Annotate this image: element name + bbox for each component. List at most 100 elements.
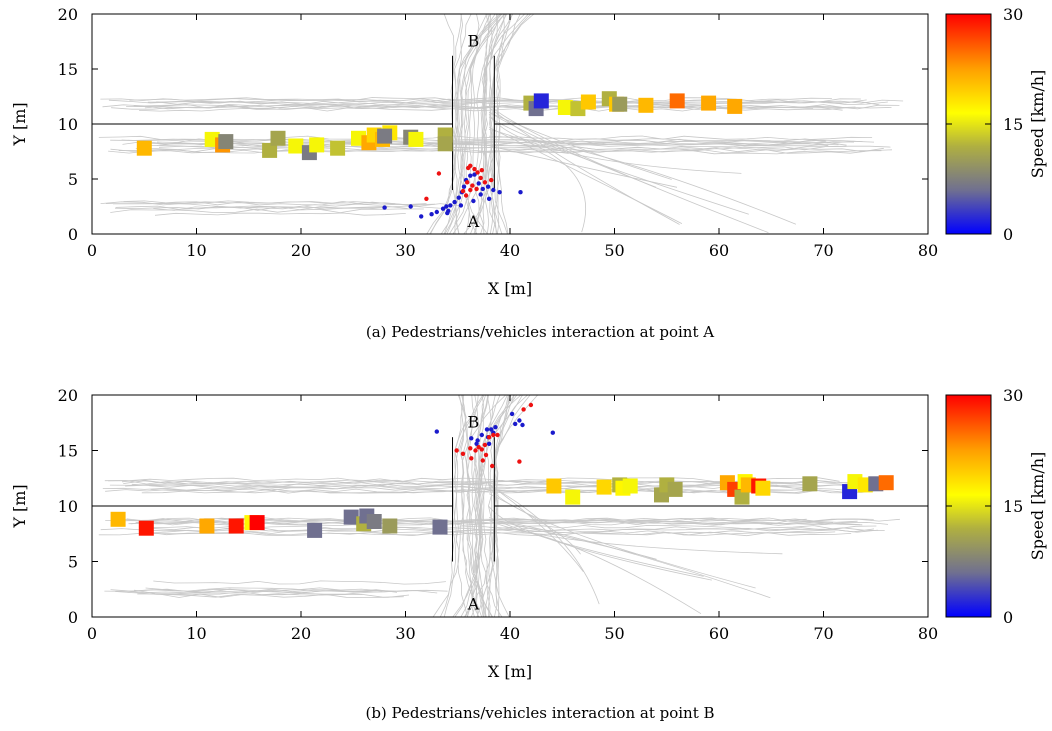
x-tick-label: 40 — [500, 241, 520, 260]
pedestrian-point — [517, 418, 522, 423]
trajectory-line — [488, 127, 683, 224]
x-tick-label: 20 — [291, 624, 311, 643]
vehicle-marker — [307, 522, 323, 538]
pedestrian-point — [466, 165, 471, 171]
trajectory-line — [457, 395, 493, 617]
trajectory-line — [488, 516, 704, 577]
vehicle-marker — [727, 98, 743, 114]
pedestrian-point — [486, 196, 492, 201]
pedestrian-point — [382, 205, 387, 210]
trajectory-line — [473, 395, 485, 617]
vehicle-marker — [638, 97, 654, 113]
trajectory-line — [489, 526, 702, 615]
vehicle-marker — [596, 479, 612, 495]
pedestrian-point — [434, 209, 439, 215]
pedestrian-point — [458, 203, 464, 208]
panel-b-road-lines — [92, 437, 928, 562]
panel-b-pedestrians — [434, 402, 555, 469]
pedestrian-point — [475, 438, 480, 443]
trajectory-line — [439, 395, 484, 617]
trajectory-line — [489, 518, 771, 599]
trajectory-line — [133, 104, 845, 109]
trajectory-line — [485, 395, 510, 617]
pedestrian-point — [472, 172, 477, 177]
y-tick-label: 10 — [58, 115, 78, 134]
vehicle-marker — [546, 478, 562, 494]
colorbar-tick-label: 30 — [1003, 386, 1023, 405]
vehicle-marker — [330, 140, 346, 156]
trajectory-line — [473, 14, 514, 234]
vehicle-marker — [262, 142, 278, 158]
panel-a-colorbar-ticks: 0 15 30 — [946, 5, 1023, 244]
pedestrian-point — [424, 196, 429, 201]
trajectory-line — [466, 395, 479, 617]
vehicle-marker — [270, 130, 286, 146]
trajectory-line — [484, 14, 503, 234]
pedestrian-point — [490, 463, 495, 469]
panel-b-annotation-b: B — [468, 413, 480, 432]
panel-b-colorbar: 0 15 30 Speed [km/h] — [945, 386, 1047, 627]
colorbar-tick-label: 0 — [1003, 225, 1013, 244]
x-tick-label: 60 — [709, 624, 729, 643]
pedestrian-point — [479, 432, 484, 438]
pedestrian-point — [452, 199, 457, 205]
vehicle-marker — [138, 520, 154, 536]
panel-a-pedestrians — [382, 163, 523, 219]
trajectory-line — [454, 395, 468, 617]
vehicle-marker — [199, 518, 215, 534]
trajectory-line — [488, 107, 680, 225]
trajectory-line — [488, 112, 672, 180]
x-tick-label: 0 — [87, 241, 97, 260]
pedestrian-point — [486, 435, 492, 440]
trajectory-line — [488, 486, 756, 589]
pedestrian-point — [460, 451, 466, 456]
colorbar-tick-label: 0 — [1003, 608, 1013, 627]
vehicle-marker — [377, 128, 393, 144]
trajectory-line — [153, 580, 446, 585]
pedestrian-point — [469, 436, 474, 441]
trajectory-line — [488, 520, 783, 555]
pedestrian-point — [440, 206, 446, 211]
pedestrian-point — [474, 441, 479, 446]
y-tick-label: 0 — [68, 225, 78, 244]
trajectory-line — [138, 141, 829, 147]
vehicle-marker — [228, 518, 244, 534]
trajectory-line — [123, 200, 396, 204]
y-tick-label: 5 — [68, 170, 78, 189]
y-tick-label: 15 — [58, 442, 78, 461]
x-tick-label: 80 — [918, 241, 938, 260]
panel-a-vehicles — [136, 91, 743, 161]
vehicle-marker — [343, 509, 359, 525]
trajectory-line — [471, 14, 485, 234]
pedestrian-point — [480, 458, 485, 463]
colorbar-tick-label: 15 — [1003, 115, 1023, 134]
trajectory-line — [146, 529, 878, 534]
pedestrian-point — [483, 452, 489, 458]
pedestrian-point — [476, 445, 481, 450]
vehicle-marker — [309, 137, 325, 153]
vehicle-marker — [622, 478, 638, 494]
x-tick-label: 10 — [186, 624, 206, 643]
pedestrian-point — [479, 168, 484, 173]
trajectory-line — [429, 14, 502, 234]
x-tick-label: 20 — [291, 241, 311, 260]
trajectory-line — [488, 116, 749, 215]
panel-a: 0 10 20 30 40 50 60 70 80 0 5 10 15 20 B A X [m] Y [m… — [10, 5, 1047, 341]
panel-b: 0 10 20 30 40 50 60 70 80 0 5 10 15 20 B A X [m] Y [m… — [10, 386, 1047, 722]
trajectory-line — [476, 395, 489, 617]
pedestrian-point — [444, 204, 449, 209]
trajectory-line — [488, 113, 742, 174]
trajectory-line — [488, 104, 769, 233]
vehicle-marker — [612, 96, 628, 112]
x-tick-label: 50 — [604, 241, 624, 260]
pedestrian-point — [460, 188, 466, 194]
trajectory-line — [115, 205, 451, 210]
panel-b-colorbar-gradient — [945, 394, 992, 618]
pedestrian-point — [485, 184, 491, 189]
colorbar-tick-label: 30 — [1003, 5, 1023, 24]
pedestrian-point — [468, 173, 473, 178]
panel-a-ticks: 0 10 20 30 40 50 60 70 80 0 5 10 15 20 — [58, 5, 939, 260]
trajectory-line — [110, 208, 424, 214]
pedestrian-point — [482, 442, 488, 448]
trajectory-line — [488, 485, 600, 605]
